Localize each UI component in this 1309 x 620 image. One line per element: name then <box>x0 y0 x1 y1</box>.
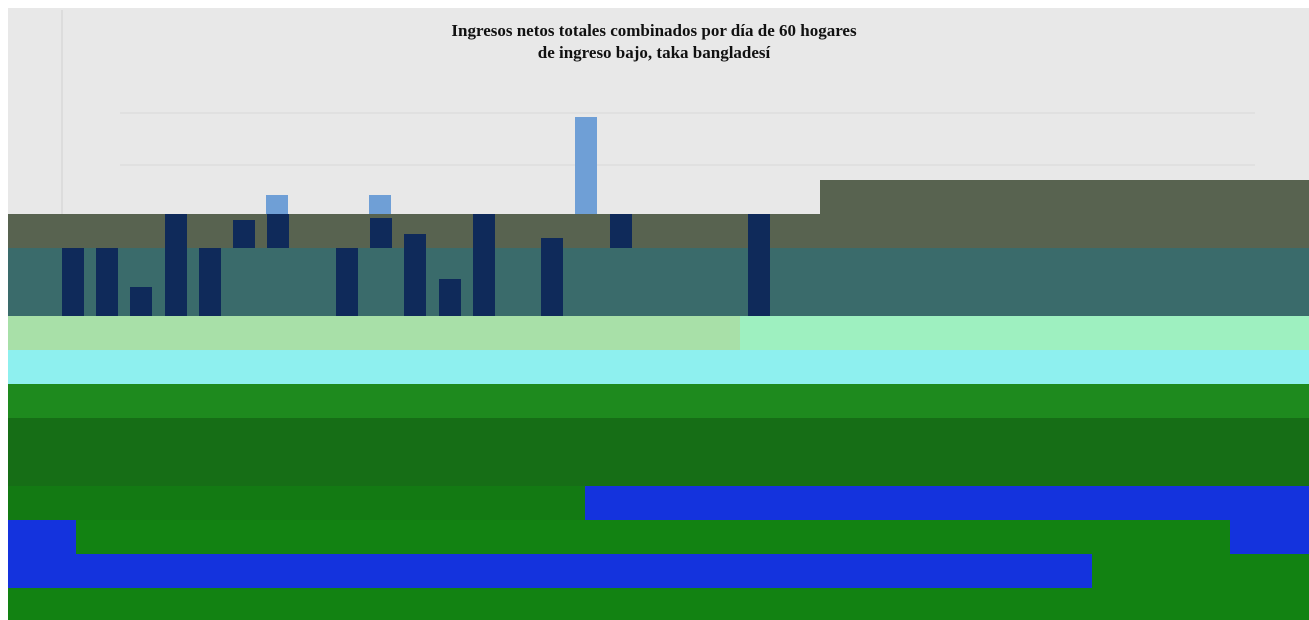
corrupted-band <box>8 214 1309 248</box>
corrupted-band <box>8 248 1309 316</box>
chart-title: Ingresos netos totales combinados por dí… <box>451 21 857 62</box>
corrupted-band <box>8 350 1309 384</box>
bar-fragment <box>266 195 288 215</box>
bar-fragment <box>575 117 597 215</box>
corrupted-band <box>8 520 1309 554</box>
corrupted-band <box>8 418 1309 486</box>
corrupted-band <box>8 520 76 554</box>
corrupted-band <box>820 180 1309 214</box>
bar-fragments <box>62 214 770 316</box>
bar-fragment <box>369 195 391 215</box>
corrupted-band <box>740 316 1309 350</box>
corrupted-band <box>1230 520 1309 554</box>
corrupted-band <box>585 486 1309 520</box>
corrupted-band <box>8 588 1309 620</box>
corrupted-band <box>8 384 1309 418</box>
corrupted-band <box>8 554 1092 588</box>
corrupted-band <box>1092 554 1309 588</box>
